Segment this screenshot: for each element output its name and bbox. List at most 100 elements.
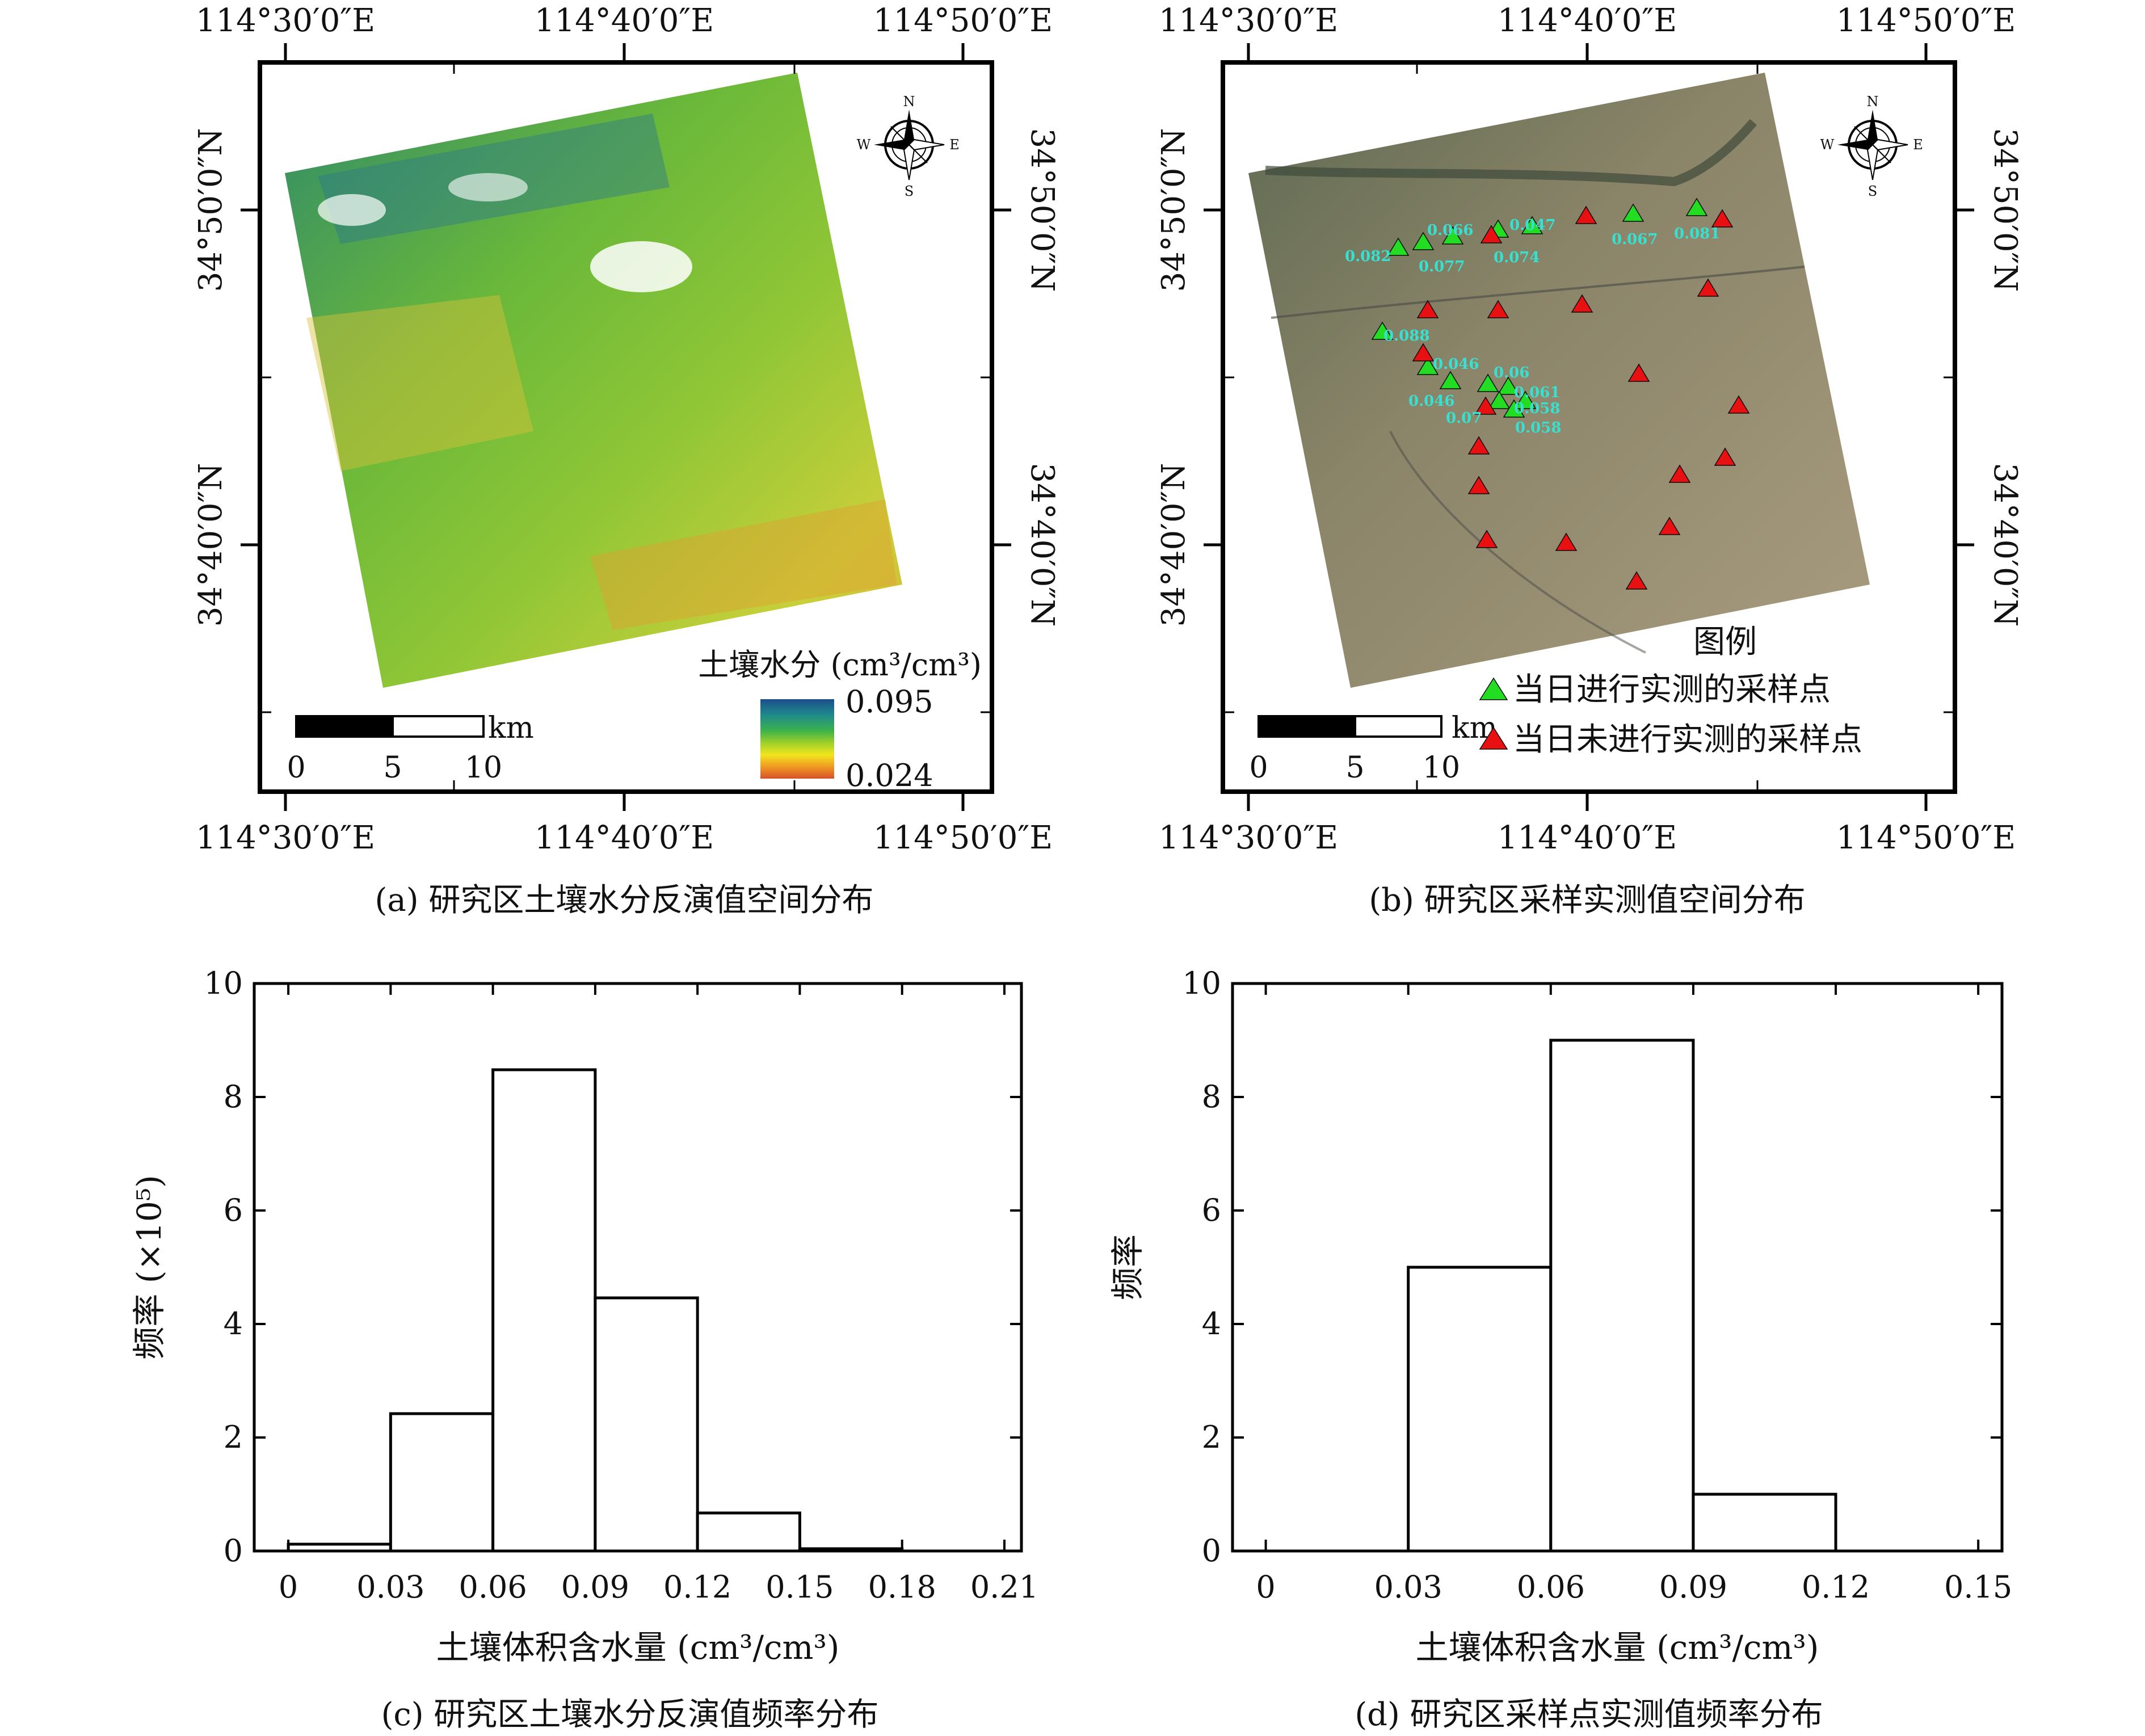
scale-tick: 0 [287,751,305,785]
unmeasured-point [1412,343,1435,362]
caption-a: (a) 研究区土壤水分反演值空间分布 [375,882,874,919]
colorbar-max: 0.095 [846,684,933,720]
y-tick-label: 6 [224,1192,243,1228]
soil-moisture-raster [285,73,902,688]
legend-unmeasured-label: 当日未进行实测的采样点 [1513,721,1862,758]
histogram-bar [491,1068,597,1553]
y-tick-label: 4 [1202,1306,1221,1342]
scale-tick: 10 [1423,751,1460,785]
point-label: 0.082 [1345,248,1391,265]
measured-point [1441,226,1464,245]
point-label: 0.088 [1383,327,1429,344]
histogram-c: 0 0.03 0.06 0.09 0.12 0.15 0.18 0.21 0 2 4 6 8 10 土壤体积… [130,965,1038,1667]
compass-rose-icon: N S E W [1820,94,1923,199]
unmeasured-point [1627,363,1650,382]
colorbar: 土壤水分 (cm³/cm³) 0.095 0.024 [698,647,982,793]
y-tick-label: 8 [1202,1079,1221,1115]
lon-label-top: 114°50′0″E [1836,2,2016,39]
measured-point [1416,356,1439,375]
scale-tick: 5 [383,751,402,785]
panel-d: 0 0.03 0.06 0.09 0.12 0.15 0 2 4 6 8 10 土壤体积含水量 (cm³… [1108,965,2012,1733]
point-label: 0.081 [1674,225,1720,242]
lat-label-right: 34°50′0″N [1024,128,1061,292]
unmeasured-point [1480,225,1503,243]
histogram-bar [1692,1493,1837,1553]
y-tick-label: 0 [1202,1533,1221,1569]
legend-title: 图例 [1693,624,1757,661]
point-label: 0.067 [1612,231,1658,248]
plot-frame [1231,982,2004,1553]
unmeasured-point [1474,396,1497,415]
y-tick-label: 2 [224,1419,243,1455]
y-axis-label: 频率 (×10⁵) [130,1175,169,1359]
unmeasured-point [1625,571,1648,590]
x-tick-label: 0.21 [970,1569,1038,1605]
point-label: 0.047 [1509,217,1555,234]
point-label: 0.07 [1446,410,1482,427]
histogram-bar [1407,1266,1553,1553]
x-axis-label: 土壤体积含水量 (cm³/cm³) [436,1628,840,1667]
compass-w: W [1820,137,1835,153]
frame-tick-marks [1223,62,1955,792]
x-tick-label: 0.15 [1944,1569,2012,1605]
x-tick-label: 0.12 [1802,1569,1870,1605]
unmeasured-point [1467,476,1490,494]
satellite-image [1248,73,1870,688]
colorbar-gradient [760,699,834,779]
raster-dry-patch [590,499,897,630]
y-tick-label: 4 [224,1306,243,1342]
x-tick-label: 0.09 [561,1569,629,1605]
measured-point [1514,390,1537,409]
compass-s: S [1868,183,1877,199]
histogram-bar [594,1296,699,1553]
raster-dry-patch [306,295,533,471]
lon-label-bottom: 114°50′0″E [873,819,1053,856]
raster-gap [448,173,528,201]
x-tick-label: 0.03 [356,1569,424,1605]
lat-label-left: 34°40′0″N [192,463,229,627]
x-axis-label: 土壤体积含水量 (cm³/cm³) [1416,1628,1819,1667]
axis-ticks [241,43,1011,811]
compass-rose-icon: N S E W [857,94,960,199]
sample-points [1371,197,1750,590]
scale-bar: km 0 5 10 [287,711,533,785]
unmeasured-point [1658,516,1681,535]
measured-point [1488,390,1511,409]
y-tick-label: 10 [1182,965,1221,1001]
colorbar-title: 土壤水分 (cm³/cm³) [698,647,982,683]
compass-n: N [903,94,915,110]
point-label: 0.077 [1419,258,1465,275]
unmeasured-point [1668,464,1691,483]
lat-label-left: 34°40′0″N [1155,463,1192,627]
scale-bar: km 0 5 10 [1249,711,1497,785]
histogram-bar [389,1412,495,1553]
compass-e: E [1913,137,1923,153]
legend-unmeasured-icon [1479,726,1508,750]
histogram-bar [696,1511,801,1553]
measured-point [1387,237,1410,256]
lon-label-bottom: 114°50′0″E [1836,819,2016,856]
x-tick-label: 0.06 [459,1569,527,1605]
lat-label-right: 34°40′0″N [1024,463,1061,627]
lon-label-top: 114°30′0″E [196,2,375,39]
colorbar-min: 0.024 [846,758,933,793]
measured-point [1521,216,1543,234]
measured-point [1622,203,1644,222]
road [1271,266,1805,319]
measured-point [1371,321,1394,340]
panel-a: 114°30′0″E 114°40′0″E 114°50′0″E 114°30′… [192,2,1061,919]
panel-b: 114°30′0″E 114°40′0″E 114°50′0″E 114°30′… [1155,2,2024,919]
point-label: 0.074 [1494,249,1540,266]
unmeasured-point [1727,395,1750,414]
frame-tick-marks [260,62,992,792]
caption-b: (b) 研究区采样实测值空间分布 [1369,882,1805,919]
measured-point [1412,232,1435,250]
point-label: 0.061 [1514,384,1560,401]
caption-d: (d) 研究区采样点实测值频率分布 [1355,1696,1823,1733]
y-tick-label: 10 [204,965,243,1001]
x-tick-label: 0.03 [1374,1569,1442,1605]
point-label: 0.066 [1427,222,1473,239]
axis-ticks [1204,43,1974,811]
raster-gap [318,194,386,226]
river [1265,119,1757,187]
